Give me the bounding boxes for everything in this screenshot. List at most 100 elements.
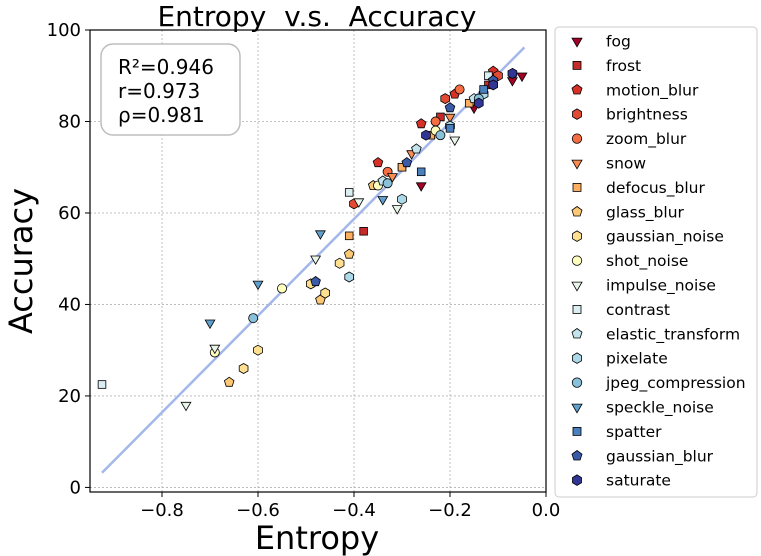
legend-marker-gaussian_noise bbox=[572, 230, 582, 242]
legend-marker-jpeg_compression bbox=[571, 377, 583, 388]
legend: fog frost motion_blur brightness zoom_blursn… bbox=[554, 26, 758, 498]
data-point-fog bbox=[516, 72, 528, 83]
data-point-speckle_noise bbox=[314, 230, 326, 240]
legend-marker-frost bbox=[572, 61, 582, 70]
legend-label-zoom_blur: zoom_blur bbox=[606, 130, 687, 149]
data-point-pixelate bbox=[397, 193, 407, 205]
legend-marker-contrast bbox=[572, 304, 582, 314]
data-point-spatter bbox=[416, 167, 426, 177]
data-point-impulse_noise bbox=[310, 255, 322, 265]
x-tick-label: −0.2 bbox=[428, 500, 472, 521]
legend-label-jpeg_compression: jpeg_compression bbox=[605, 374, 746, 393]
legend-label-shot_noise: shot_noise bbox=[606, 252, 688, 271]
legend-label-brightness: brightness bbox=[606, 106, 688, 124]
data-point-speckle_noise bbox=[252, 280, 264, 291]
plot-frame bbox=[89, 29, 547, 493]
data-points bbox=[97, 65, 528, 412]
legend-label-gaussian_noise: gaussian_noise bbox=[606, 228, 724, 247]
data-point-gaussian_noise bbox=[253, 344, 263, 356]
data-point-glass_blur bbox=[223, 376, 235, 387]
legend-marker-motion_blur bbox=[571, 84, 583, 95]
legend-marker-saturate bbox=[572, 474, 582, 486]
data-point-defocus_blur bbox=[464, 98, 474, 108]
data-point-jpeg_compression bbox=[248, 313, 259, 324]
data-point-spatter bbox=[445, 124, 455, 133]
legend-marker-brightness bbox=[572, 108, 582, 120]
y-tick-label: 40 bbox=[58, 294, 81, 315]
legend-marker-snow bbox=[571, 159, 583, 170]
chart-title: Entropy v.s. Accuracy bbox=[157, 0, 476, 33]
stats-spearman-rho: ρ=0.981 bbox=[118, 103, 205, 127]
data-point-contrast bbox=[97, 380, 107, 389]
data-point-snow bbox=[386, 173, 398, 183]
data-point-speckle_noise bbox=[204, 319, 216, 330]
legend-label-contrast: contrast bbox=[606, 301, 670, 319]
legend-marker-zoom_blur bbox=[571, 133, 583, 144]
data-point-defocus_blur bbox=[344, 231, 354, 241]
data-point-gaussian_noise bbox=[238, 363, 249, 374]
legend-label-gaussian_blur: gaussian_blur bbox=[606, 447, 714, 466]
data-point-impulse_noise bbox=[353, 198, 365, 208]
legend-label-defocus_blur: defocus_blur bbox=[606, 179, 705, 198]
legend-label-elastic_transform: elastic_transform bbox=[606, 325, 740, 344]
data-point-saturate bbox=[488, 79, 499, 91]
data-point-saturate bbox=[473, 97, 484, 109]
x-axis-label: Entropy bbox=[255, 519, 379, 556]
data-point-glass_blur bbox=[343, 248, 355, 259]
y-tick-label: 80 bbox=[58, 111, 81, 132]
legend-marker-spatter bbox=[572, 426, 582, 436]
legend-label-saturate: saturate bbox=[606, 472, 671, 490]
legend-marker-speckle_noise bbox=[571, 403, 583, 414]
data-point-shot_noise bbox=[277, 283, 287, 294]
data-point-gaussian_blur bbox=[310, 276, 321, 287]
data-point-pixelate bbox=[344, 271, 355, 283]
legend-label-frost: frost bbox=[606, 57, 641, 75]
y-tick-label: 20 bbox=[58, 386, 81, 407]
data-point-fog bbox=[415, 182, 427, 192]
data-point-gaussian_noise bbox=[320, 287, 331, 299]
legend-marker-impulse_noise bbox=[571, 281, 583, 292]
legend-label-spatter: spatter bbox=[606, 423, 662, 441]
data-point-motion_blur bbox=[372, 157, 384, 168]
data-point-zoom_blur bbox=[454, 84, 465, 95]
legend-marker-elastic_transform bbox=[571, 328, 583, 339]
data-point-defocus_blur bbox=[397, 162, 407, 172]
data-point-jpeg_compression bbox=[382, 178, 393, 189]
data-point-gaussian_blur bbox=[444, 102, 456, 113]
legend-label-motion_blur: motion_blur bbox=[606, 81, 699, 100]
data-point-impulse_noise bbox=[209, 344, 221, 355]
stats-r-squared: R²=0.946 bbox=[118, 55, 214, 79]
data-point-gaussian_noise bbox=[334, 257, 345, 269]
x-tick-label: −0.6 bbox=[236, 500, 280, 521]
legend-label-impulse_noise: impulse_noise bbox=[606, 277, 716, 296]
y-tick-label: 60 bbox=[58, 203, 81, 224]
axes: −0.8 −0.6 −0.4 −0.2 0.0 0 20 40 60 80 100 bbox=[47, 20, 561, 521]
data-point-contrast bbox=[344, 188, 354, 197]
x-tick-label: −0.4 bbox=[332, 500, 376, 521]
data-point-gaussian_blur bbox=[401, 157, 413, 168]
data-point-impulse_noise bbox=[391, 205, 403, 215]
legend-label-speckle_noise: speckle_noise bbox=[606, 399, 714, 418]
data-point-frost bbox=[359, 227, 368, 236]
data-point-saturate bbox=[507, 67, 518, 79]
legend-label-snow: snow bbox=[606, 155, 646, 173]
x-tick-label: 0.0 bbox=[532, 500, 561, 521]
data-point-elastic_transform bbox=[411, 143, 422, 154]
x-tick-label: −0.8 bbox=[140, 500, 184, 521]
y-axis-label: Accuracy bbox=[2, 188, 40, 334]
data-point-jpeg_compression bbox=[435, 130, 446, 141]
stats-box: R²=0.946 r=0.973 ρ=0.981 bbox=[100, 43, 241, 136]
stats-pearson-r: r=0.973 bbox=[118, 79, 200, 103]
data-point-saturate bbox=[421, 129, 431, 141]
legend-marker-defocus_blur bbox=[572, 182, 582, 192]
y-tick-label: 0 bbox=[70, 477, 81, 498]
data-point-snow bbox=[444, 113, 456, 124]
data-point-speckle_noise bbox=[377, 196, 389, 206]
legend-label-fog: fog bbox=[606, 33, 631, 51]
legend-marker-glass_blur bbox=[571, 206, 583, 217]
data-point-impulse_noise bbox=[449, 136, 461, 147]
legend-marker-fog bbox=[571, 37, 583, 48]
y-tick-label: 100 bbox=[47, 20, 81, 41]
legend-marker-gaussian_blur bbox=[571, 450, 583, 461]
